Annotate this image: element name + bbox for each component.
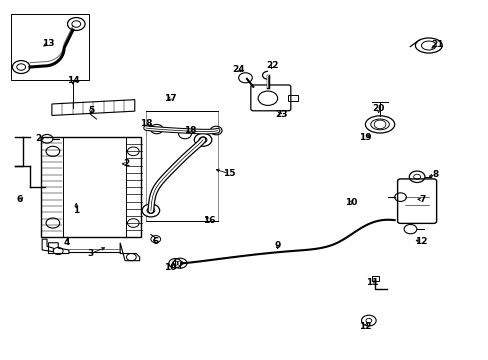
Text: 10: 10 [164, 264, 176, 273]
Text: 6: 6 [152, 237, 159, 246]
Circle shape [194, 134, 211, 146]
Text: 4: 4 [63, 238, 70, 247]
Text: 16: 16 [203, 216, 215, 225]
Text: 19: 19 [358, 133, 371, 142]
Text: 17: 17 [164, 94, 176, 103]
Text: 13: 13 [42, 39, 55, 48]
Text: 2: 2 [36, 134, 42, 143]
Text: 3: 3 [88, 249, 94, 258]
Bar [371, 276, 378, 281]
Text: 12: 12 [359, 322, 371, 331]
Text: 5: 5 [88, 105, 94, 114]
Text: 20: 20 [372, 104, 384, 113]
Bar [146, 111, 218, 221]
Text: 18: 18 [183, 126, 196, 135]
Text: 2: 2 [123, 159, 129, 168]
Text: 11: 11 [365, 278, 378, 287]
Bar [288, 95, 298, 101]
Text: 6: 6 [16, 195, 22, 204]
Text: 24: 24 [232, 65, 244, 74]
Bar [41, 137, 141, 237]
Text: 21: 21 [430, 40, 443, 49]
Text: 23: 23 [274, 110, 287, 119]
Text: 9: 9 [274, 241, 280, 250]
Text: 18: 18 [140, 119, 152, 128]
Text: 1: 1 [73, 206, 79, 215]
Text: 22: 22 [266, 62, 279, 71]
Text: 14: 14 [66, 76, 79, 85]
Text: 12: 12 [414, 237, 427, 246]
Text: 7: 7 [418, 195, 425, 204]
Text: 10: 10 [344, 198, 356, 207]
Text: 8: 8 [431, 170, 438, 179]
Circle shape [142, 204, 159, 217]
Text: 15: 15 [222, 169, 235, 178]
Bar [11, 14, 89, 80]
